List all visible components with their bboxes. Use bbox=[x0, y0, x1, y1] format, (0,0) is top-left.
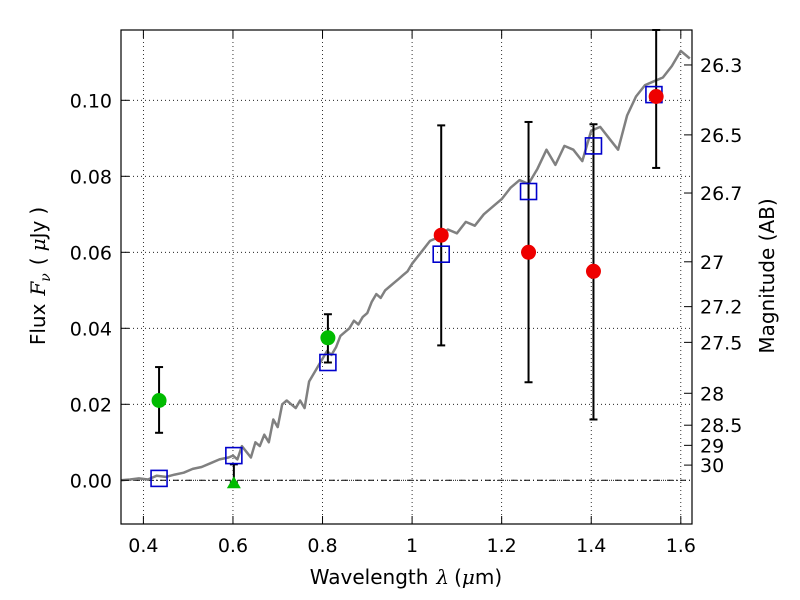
x-axis-label-unit-rest: m) bbox=[475, 565, 502, 589]
errorbar-layer bbox=[155, 29, 661, 484]
y-tick-label: 0.04 bbox=[70, 318, 112, 340]
x-axis-label: Wavelength λ (μm) bbox=[310, 565, 502, 589]
model-photometry-square bbox=[319, 353, 337, 372]
x-axis-label-prefix: Wavelength bbox=[310, 565, 429, 589]
y2-tick-label: 26.7 bbox=[700, 183, 742, 205]
marker-layer bbox=[150, 85, 664, 489]
x-tick-label: 1.2 bbox=[487, 535, 517, 557]
red-data-point bbox=[521, 244, 537, 260]
green-data-point bbox=[320, 330, 336, 346]
y2-tick-label: 26.5 bbox=[700, 125, 742, 147]
green-data-point bbox=[151, 393, 167, 408]
y2-tick-label: 26.3 bbox=[700, 55, 742, 77]
y-axis-label-unit-rest: Jy bbox=[26, 220, 50, 240]
y-tick-label: 0.06 bbox=[70, 242, 112, 264]
y-axis-label-subscript: ν bbox=[38, 273, 54, 282]
y2-tick-label: 27 bbox=[700, 252, 724, 274]
grid-layer bbox=[121, 30, 692, 524]
red-data-point bbox=[433, 227, 449, 243]
tick-layer: 0.4 0.6 0.8 1 1.2 1.4 1.6 0.00 0.02 0.04 0.06 0.08 0… bbox=[70, 30, 742, 557]
y-tick-label: 0.10 bbox=[70, 90, 112, 112]
spectrum-line bbox=[120, 49, 691, 482]
model-photometry-square bbox=[432, 245, 451, 263]
model-photometry-square bbox=[225, 446, 243, 465]
y2-tick-label: 28.5 bbox=[700, 415, 742, 437]
y2-tick-label: 29 bbox=[700, 435, 724, 457]
x-axis-label-unit-open: ( bbox=[454, 565, 462, 589]
y-axis-label-unit-close: ) bbox=[26, 207, 50, 215]
green-upper-limit-triangle bbox=[226, 476, 241, 489]
plot-frame bbox=[120, 29, 693, 525]
y-tick-label: 0.08 bbox=[70, 166, 112, 188]
y-axis-label-symbol: F bbox=[26, 281, 50, 297]
red-data-point bbox=[585, 263, 601, 279]
x-tick-label: 0.4 bbox=[128, 535, 158, 557]
x-tick-label: 0.6 bbox=[218, 535, 248, 557]
y2-tick-label: 28 bbox=[700, 383, 724, 405]
y-axis-label-unit-mu: μ bbox=[26, 238, 50, 251]
x-tick-label: 1.4 bbox=[576, 535, 606, 557]
y2-tick-label: 27.5 bbox=[700, 332, 742, 354]
red-data-point bbox=[648, 89, 664, 104]
y2-tick-label: 30 bbox=[700, 455, 724, 477]
x-axis-label-symbol: λ bbox=[435, 565, 449, 589]
model-photometry-square bbox=[150, 469, 168, 488]
y2-tick-label: 27.2 bbox=[700, 297, 742, 319]
y-axis-label-unit-open: ( bbox=[26, 257, 50, 265]
x-axis-label-unit-mu: μ bbox=[462, 565, 475, 589]
y2-axis-label: Magnitude (AB) bbox=[755, 198, 779, 353]
model-photometry-square bbox=[584, 137, 603, 155]
spectrum-layer bbox=[120, 49, 691, 482]
y-tick-label: 0.02 bbox=[70, 394, 112, 416]
y-tick-label: 0.00 bbox=[70, 470, 112, 492]
y-axis-label: Flux Fν ( μJy) bbox=[26, 207, 54, 345]
x-tick-label: 1.6 bbox=[666, 535, 696, 557]
x-tick-label: 0.8 bbox=[307, 535, 337, 557]
model-photometry-square bbox=[519, 182, 538, 201]
x-tick-label: 1 bbox=[406, 535, 418, 557]
y-axis-label-prefix: Flux bbox=[26, 303, 50, 345]
